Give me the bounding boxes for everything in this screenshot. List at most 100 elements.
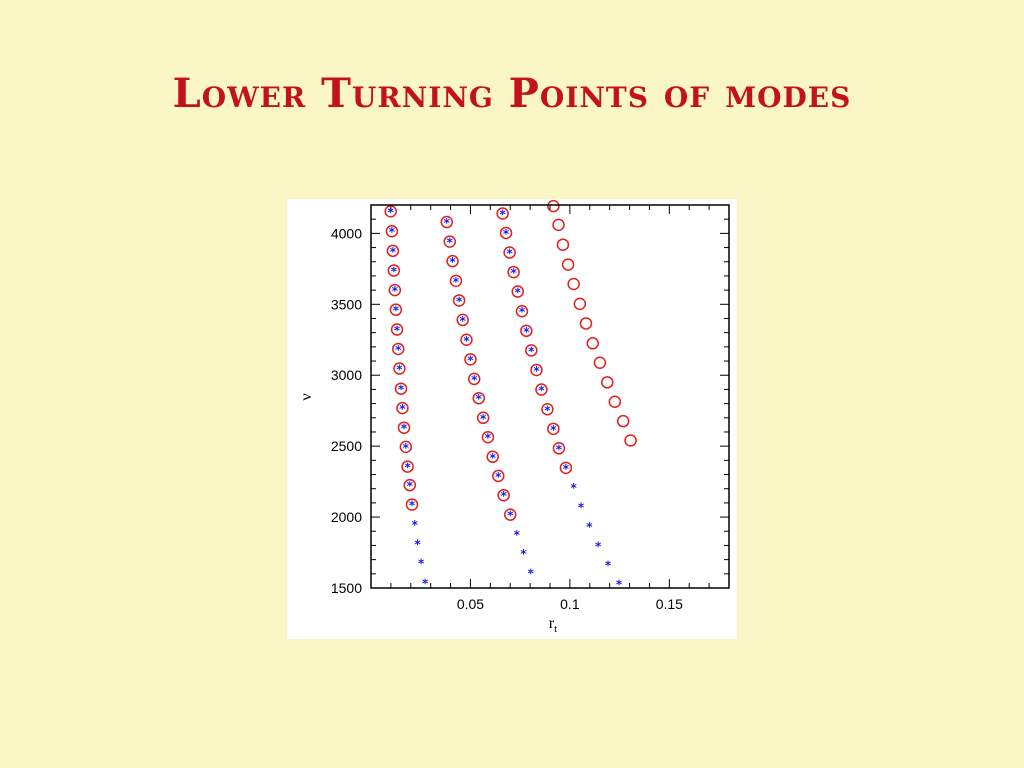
star-point: * [394,324,401,338]
y-axis-label: ν [298,393,315,400]
circle-point [547,422,560,436]
star-point: * [556,442,563,456]
star-point: * [404,461,411,475]
circle-point [608,395,622,408]
star-point: * [447,236,454,250]
star-point: * [578,501,585,515]
circle-point [486,450,499,464]
circle-point [624,434,637,447]
star-point: * [519,305,526,319]
star-point: * [471,373,478,387]
star-point: * [467,353,474,367]
star-point: * [463,334,470,348]
star-point: * [409,499,416,513]
circle-point [397,421,411,434]
circle-point [405,498,419,511]
star-point: * [514,528,521,542]
star-point: * [550,423,557,437]
star-point: * [390,245,397,259]
star-point: * [412,518,419,532]
circle-point [464,353,477,366]
circle-point [586,337,600,350]
y-tick-label: 2500 [331,438,362,454]
circle-point [593,356,607,369]
x-tick-label: 0.05 [457,596,484,612]
star-point: * [393,304,400,318]
star-point: * [495,470,502,484]
circle-point [525,344,538,357]
circle-point [561,258,575,271]
circle-point [573,297,587,311]
star-point: * [520,547,527,561]
star-point: * [510,266,517,280]
star-point: * [501,489,508,503]
star-point: * [563,462,570,476]
circle-point [507,265,520,279]
star-point: * [571,481,578,495]
star-point: * [485,431,492,445]
y-tick-label: 2000 [331,509,362,525]
circle-point [449,274,463,288]
circle-point [446,254,459,268]
plot-frame [370,204,730,589]
circle-point [384,205,397,218]
labels-layer: 0.05 0.1 0.15 1500 2000 2500 3000 3500 4000 [331,225,683,612]
star-point: * [616,578,623,592]
star-point: * [453,275,460,289]
circle-point [530,363,543,377]
circle-point [556,238,570,251]
star-point: * [605,559,612,573]
star-point: * [586,520,593,534]
star-point: * [595,539,602,553]
circle-point [616,414,630,428]
star-point: * [528,344,535,358]
star-point: * [503,227,510,241]
circle-point [388,283,402,297]
star-point: * [399,402,406,416]
star-point: * [449,255,456,269]
star-point: * [490,451,497,465]
star-point: * [389,225,396,239]
star-point: * [444,216,451,230]
x-tick-label: 0.1 [560,596,580,612]
circle-point [386,244,400,258]
star-point: * [418,556,425,570]
circle-point [515,304,529,318]
circle-point [467,372,481,386]
circle-point [567,277,580,291]
circle-point [385,224,399,238]
circle-point [440,215,454,229]
circle-point [460,333,473,347]
star-point: * [515,286,522,300]
star-point: * [403,441,410,455]
y-tick-label: 3500 [331,296,362,312]
circle-point [552,442,566,455]
circle-point [559,461,573,475]
circle-point [503,246,516,259]
circle-point [520,324,533,338]
star-point: * [538,384,545,398]
circle-point [601,376,614,389]
circle-point [535,383,548,396]
star-point: * [395,343,402,357]
star-point: * [506,247,513,261]
star-point: * [391,265,398,279]
x-axis-label-main: r [549,615,555,632]
slide-title: Lower Turning Points of modes [172,70,852,117]
chart-panel: * * * * * * * * * * * * * * * * * * * * * * * * * * * * * * * * * * * * * * * *… [287,199,737,639]
circle-point [387,264,401,277]
circle-point [499,226,513,240]
circle-point [552,218,565,232]
circle-point [476,411,490,425]
ticks-layer [371,204,729,588]
circle-point [391,342,405,356]
star-point: * [480,412,487,426]
star-point: * [392,284,399,298]
circle-point [541,403,554,416]
circle-point [393,362,406,375]
circle-point [503,508,517,521]
star-point: * [460,314,467,328]
star-point: * [476,392,483,406]
star-point: * [388,205,395,219]
star-point: * [507,509,514,523]
